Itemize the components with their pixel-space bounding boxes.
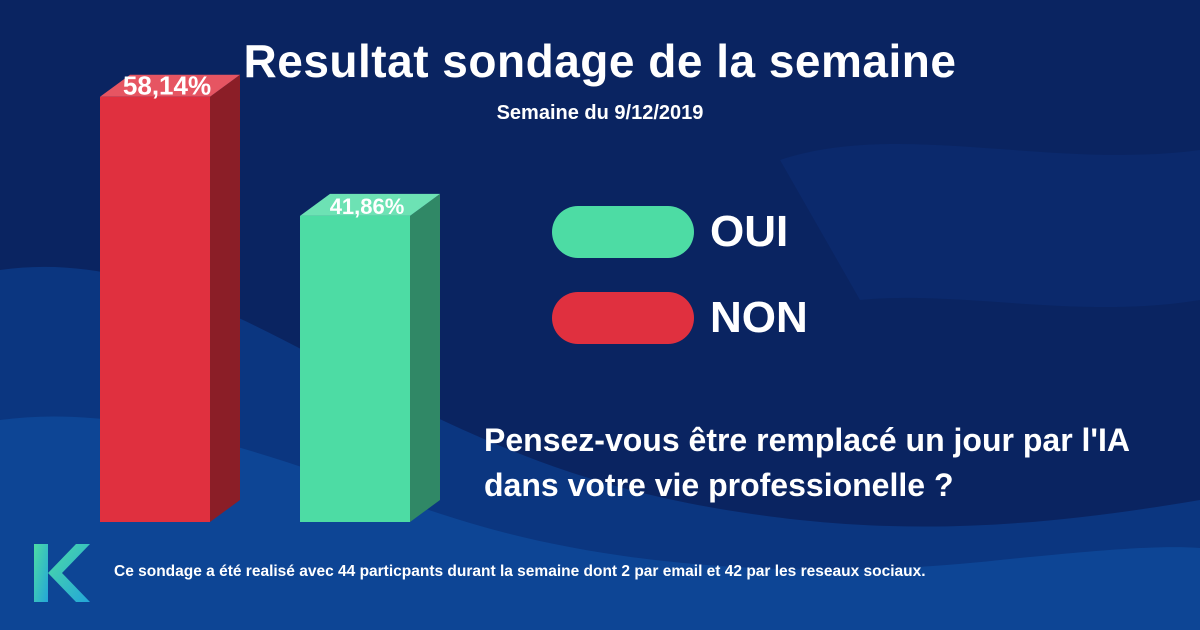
bar-side-oui xyxy=(410,193,440,522)
legend-item-non: NON xyxy=(552,290,808,346)
survey-question: Pensez-vous être remplacé un jour par l'… xyxy=(484,422,1129,503)
bar-side-non xyxy=(210,74,240,522)
k-logo-icon xyxy=(34,544,90,602)
bar-value-label-non: 58,14% xyxy=(123,71,211,101)
bar-non xyxy=(100,96,210,522)
chart-title: Resultat sondage de la semaine xyxy=(243,35,957,87)
bar-top-non xyxy=(100,74,240,97)
legend-label-non: NON xyxy=(710,293,808,342)
legend-swatch-non xyxy=(552,292,694,344)
footnote: Ce sondage a été realisé avec 44 particp… xyxy=(114,563,926,580)
legend-swatch-oui xyxy=(552,206,694,258)
legend-item-oui: OUI xyxy=(552,204,788,260)
bar-top-oui xyxy=(300,193,440,216)
bar-value-label-oui: 41,86% xyxy=(330,194,405,219)
bar-oui xyxy=(300,215,410,522)
chart-subtitle: Semaine du 9/12/2019 xyxy=(496,102,704,124)
legend-label-oui: OUI xyxy=(710,207,789,256)
